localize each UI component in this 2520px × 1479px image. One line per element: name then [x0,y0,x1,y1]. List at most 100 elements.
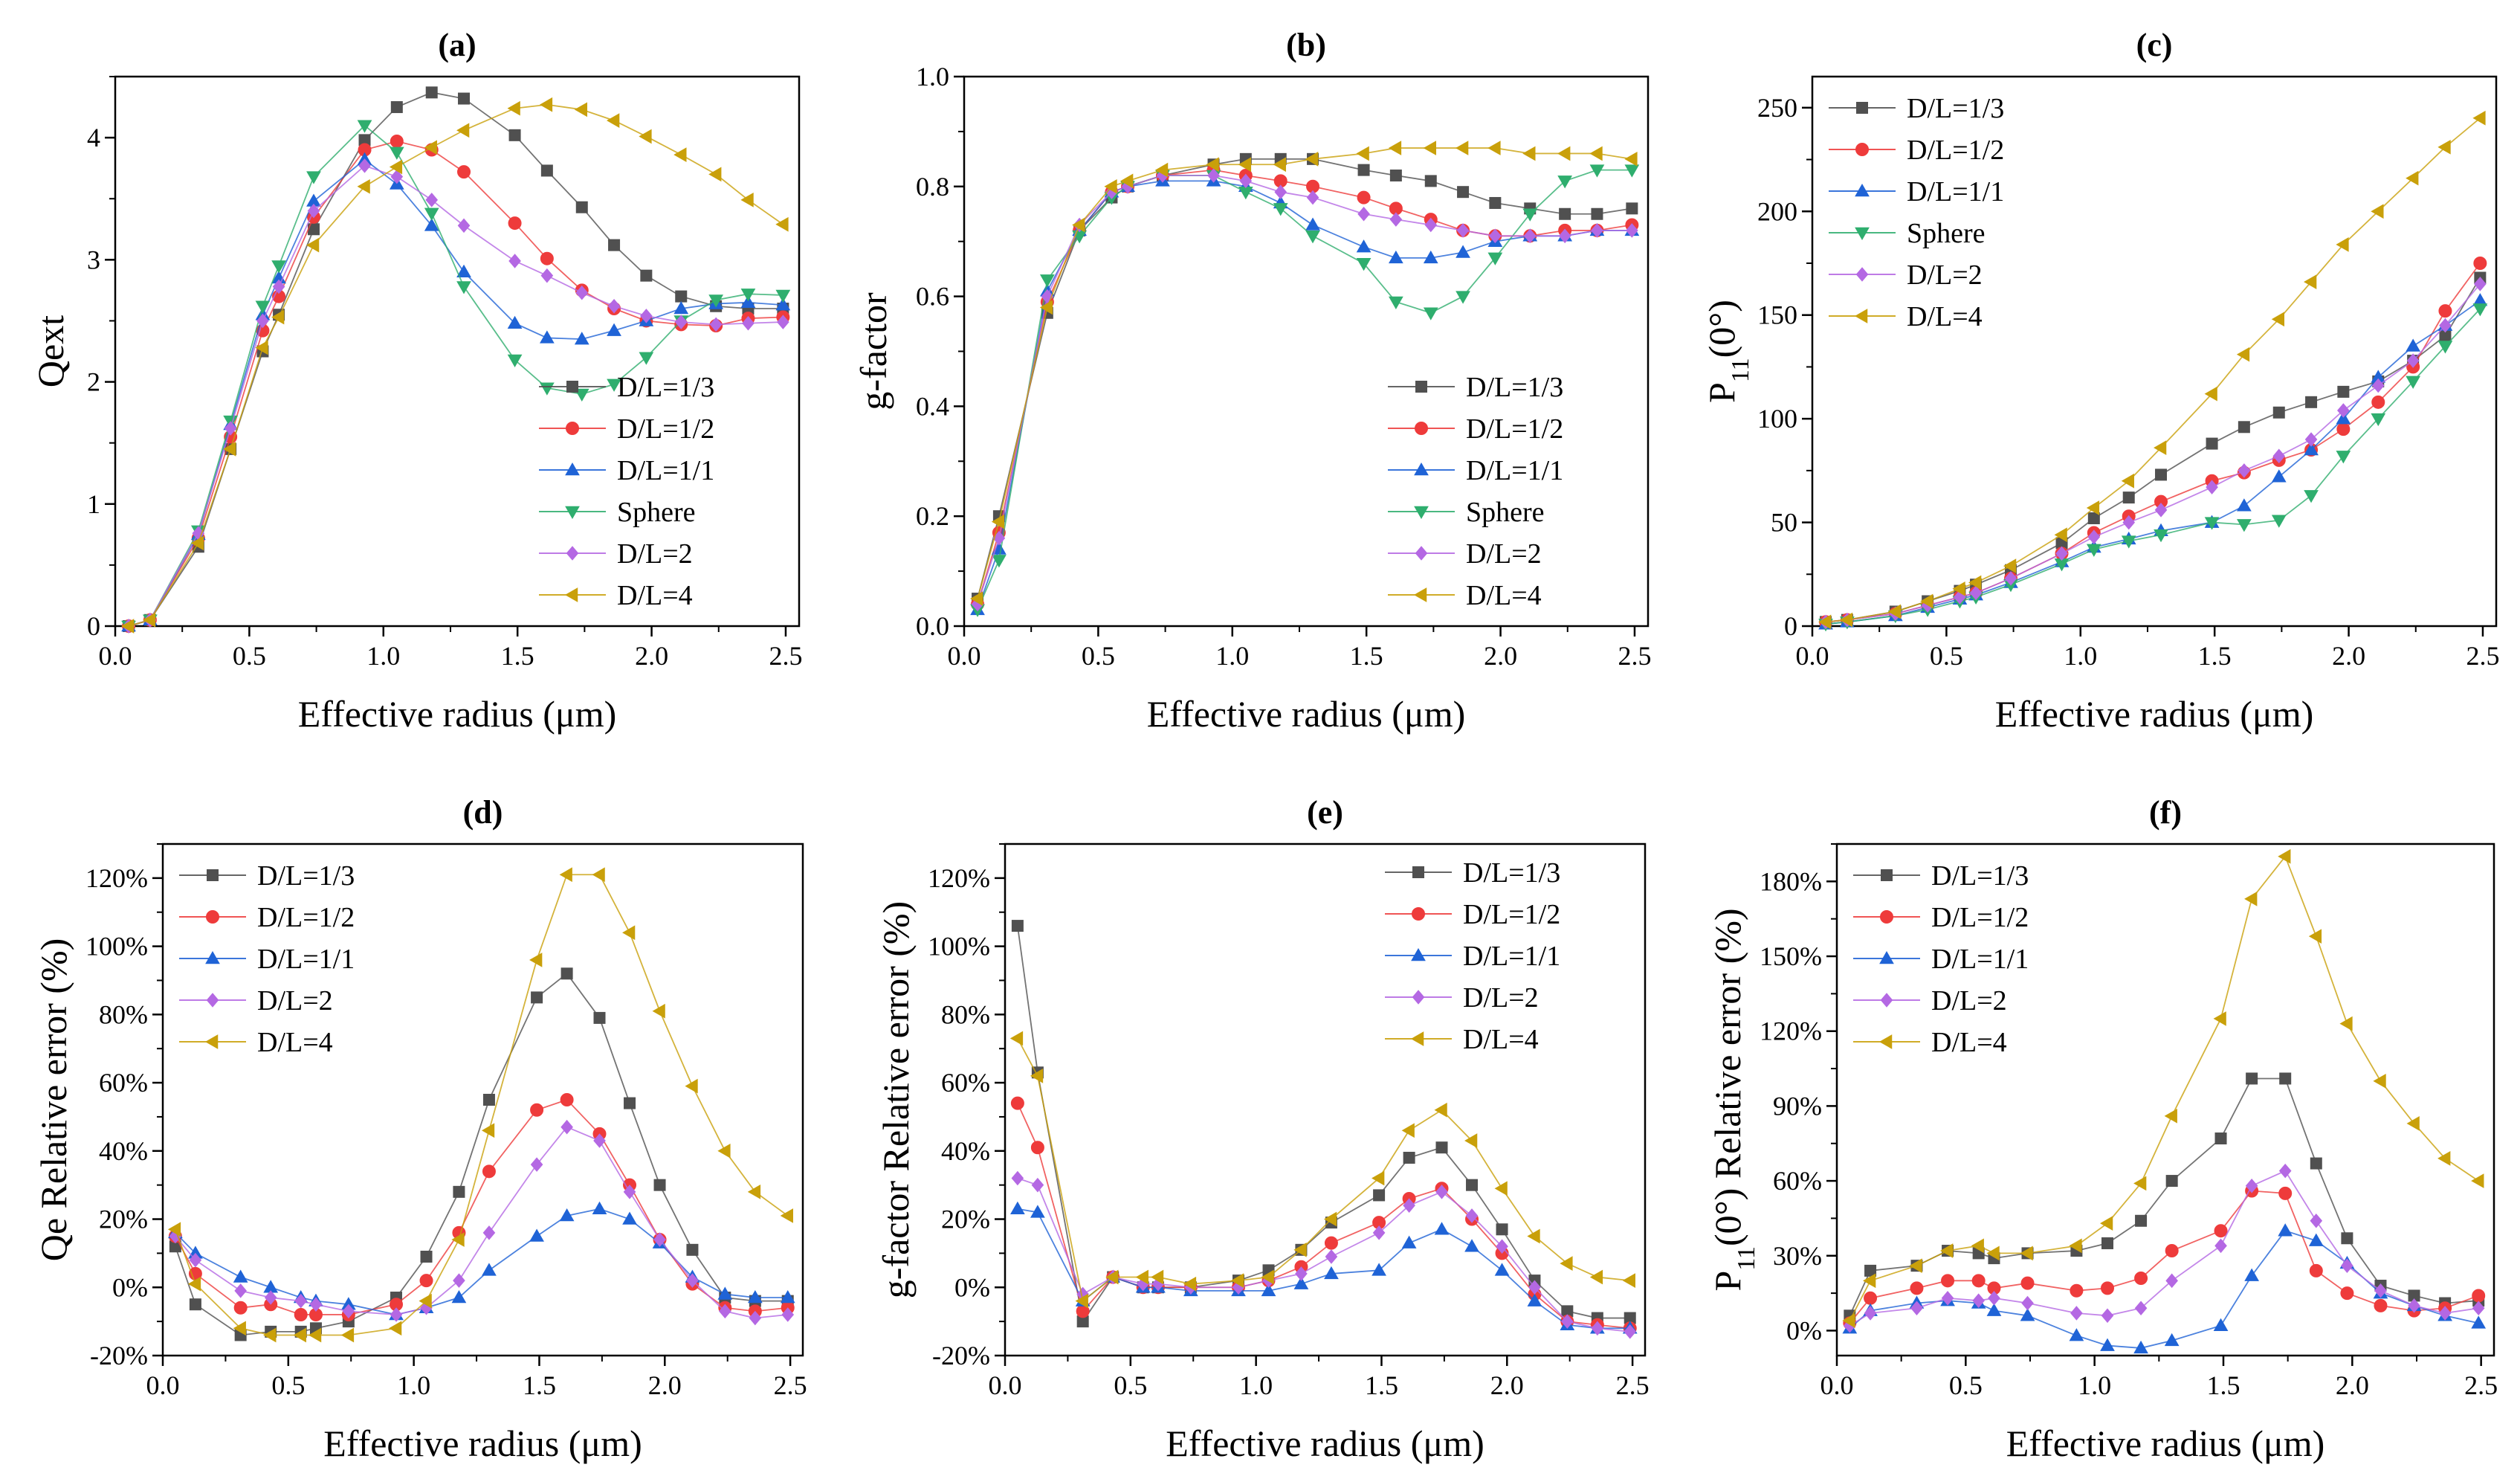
plot-frame [161,842,804,1357]
data-point [747,1184,761,1199]
panel-title: (d) [463,794,503,831]
data-point [970,591,983,606]
data-point [420,1250,433,1263]
x-axis-label: Effective radius (μm) [323,1422,642,1464]
data-point [775,289,791,303]
data-point [271,309,285,325]
y-tick-label: -20% [90,1341,148,1370]
data-point [674,315,688,329]
data-point [708,167,722,182]
data-point [482,1094,495,1106]
data-point [1464,1239,1479,1252]
legend-label: D/L=1/1 [1463,941,1560,972]
legend: D/L=1/3 D/L=1/2 D/L=1/1 D/L=2 D/L=4 [179,860,355,1058]
data-point [622,925,636,941]
legend-label: D/L=2 [617,538,693,570]
data-point [294,1307,308,1321]
data-point [686,1273,699,1288]
legend-label: D/L=1/3 [257,860,355,892]
x-tick-label: 1.5 [2198,641,2232,671]
data-point [2373,1073,2386,1089]
data-point [1389,212,1403,227]
data-point [529,1228,544,1242]
data-point [1261,1283,1276,1297]
data-point [1522,146,1536,161]
data-point [640,269,653,282]
data-point [2154,440,2167,456]
legend-marker [1855,143,1869,156]
data-point [2122,492,2135,504]
data-point [1238,157,1252,173]
data-point [306,171,321,184]
data-point [1030,1141,1044,1155]
data-point [1589,1269,1603,1285]
x-tick-label: 2.0 [2332,641,2365,671]
data-point [271,260,286,274]
data-point [1238,186,1253,200]
x-axis-label: Effective radius (μm) [1995,693,2314,735]
data-point [1523,228,1537,244]
y-tick-label: 40% [99,1136,148,1166]
data-point [1403,1198,1415,1213]
data-point [264,1290,277,1305]
data-point [686,1243,699,1256]
data-point [1075,1293,1088,1309]
data-point [1011,1170,1024,1186]
data-point [1323,1211,1337,1227]
legend-marker [1855,267,1869,282]
legend-item: D/L=1/3 [539,372,714,403]
y-tick-label: 180% [1760,866,1822,896]
data-point [2371,204,2384,219]
plot-frame [1835,842,2495,1357]
y-tick-label: 0% [1786,1315,1822,1345]
legend-item: D/L=1/3 [179,860,355,892]
data-point [624,1097,636,1109]
data-point [560,967,573,980]
data-point [309,1297,323,1312]
data-point [2437,341,2453,354]
data-point [1496,1239,1508,1254]
data-point [2336,451,2351,464]
data-point [2471,1173,2484,1188]
data-point [2337,403,2350,418]
legend-marker [565,462,580,476]
data-point [2272,448,2286,464]
data-point [306,237,320,253]
y-axis-label: Qe Relative error (%) [33,938,74,1262]
series-d-l-2 [1844,1163,2485,1333]
data-point [1626,223,1638,238]
data-point [2341,1258,2353,1273]
series-line [1017,1177,1630,1333]
data-point [1305,151,1319,167]
data-point [1456,245,1470,258]
data-point [357,120,372,133]
data-point [780,1208,793,1223]
data-point [1434,1102,1447,1118]
data-point [190,535,204,551]
series-line [1849,1230,2479,1349]
data-point [1986,1303,2002,1316]
data-point [2204,386,2217,402]
data-point [2101,1281,2114,1295]
data-point [424,218,439,231]
legend-marker [1879,950,1894,964]
x-tick-label: 0.0 [989,1370,1022,1400]
y-tick-label: 0.4 [916,391,949,421]
data-point [1273,203,1288,216]
data-point [2408,1298,2420,1313]
legend-item: D/L=1/2 [179,902,355,933]
data-point [2336,411,2351,425]
data-point [507,354,523,368]
data-point [451,1232,465,1247]
legend-marker [1855,183,1870,197]
data-point [653,1232,666,1247]
data-point [425,86,438,99]
data-point [233,1321,246,1336]
data-point [2304,442,2319,456]
data-point [1424,175,1437,187]
data-point [623,1185,636,1199]
y-axis-label: Qext [30,315,71,387]
data-point [1910,1281,1924,1295]
data-point [2304,274,2317,289]
x-tick-label: 1.0 [1239,1370,1273,1400]
